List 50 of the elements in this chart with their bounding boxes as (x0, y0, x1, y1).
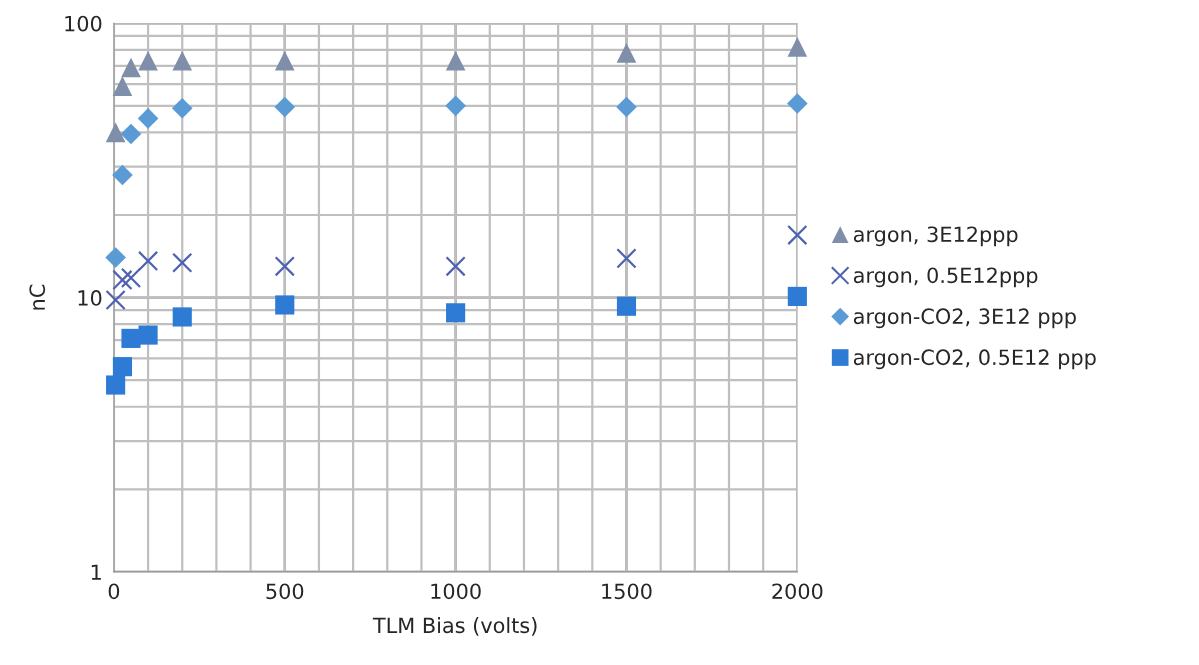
point (106, 375, 126, 395)
point (274, 50, 295, 71)
point (172, 307, 192, 327)
point (138, 50, 158, 71)
point (172, 50, 193, 71)
point (274, 256, 295, 277)
x-axis-title: TLM Bias (volts) (372, 617, 537, 636)
point (112, 76, 133, 96)
point (616, 96, 637, 118)
point (275, 295, 295, 315)
point (121, 57, 141, 78)
y-tick-label: 1 (91, 564, 101, 580)
x-tick-label: 0 (108, 583, 120, 600)
point (171, 97, 193, 119)
y-axis-title: nC (29, 284, 46, 310)
point (172, 252, 193, 273)
legend-label: argon-CO2, 0.5E12 ppp (853, 349, 1096, 370)
point (120, 267, 142, 289)
point (112, 269, 133, 291)
x-tick-label: 2000 (772, 583, 823, 600)
point (616, 296, 637, 316)
point (787, 286, 807, 306)
x-tick-label: 1000 (431, 583, 481, 600)
point (274, 96, 296, 118)
point (105, 122, 126, 143)
point (105, 247, 126, 268)
point (112, 164, 133, 186)
point (137, 250, 159, 272)
point (138, 325, 158, 345)
point (616, 43, 637, 63)
point (445, 50, 466, 71)
point (112, 357, 133, 377)
point (616, 248, 637, 269)
point (446, 303, 466, 323)
legend-label: argon, 0.5E12ppp (853, 267, 1038, 288)
point (137, 108, 159, 129)
point (787, 37, 808, 57)
point (787, 224, 808, 246)
point (787, 93, 808, 114)
point (445, 95, 466, 117)
legend-label: argon-CO2, 3E12 ppp (853, 308, 1076, 329)
y-tick-label: 100 (65, 15, 102, 32)
point (121, 328, 141, 348)
legend-label: argon, 3E12ppp (853, 226, 1018, 247)
point (120, 123, 142, 145)
x-tick-label: 500 (266, 583, 304, 600)
y-tick-label: 10 (78, 290, 102, 306)
point (445, 256, 466, 277)
x-tick-label: 1500 (602, 583, 652, 600)
point (105, 289, 126, 311)
